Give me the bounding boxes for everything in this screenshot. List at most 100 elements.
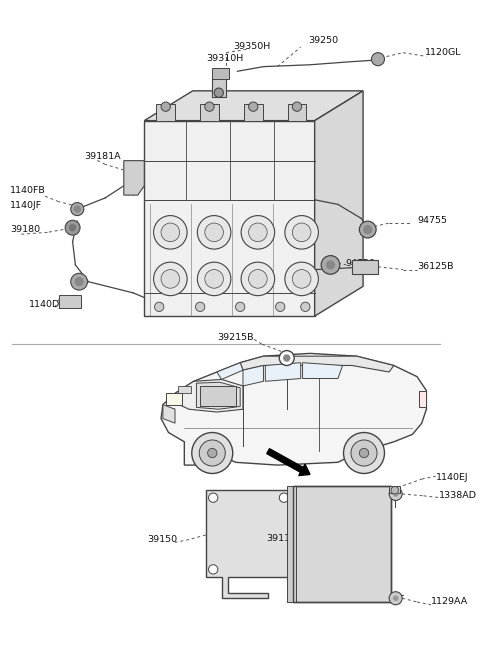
Polygon shape [315,91,363,316]
Text: 94755: 94755 [417,215,447,225]
Circle shape [214,88,223,97]
Circle shape [71,203,84,215]
Bar [212,77,226,97]
Circle shape [300,302,310,312]
Circle shape [199,440,225,466]
Circle shape [292,223,311,241]
Circle shape [249,102,258,111]
Circle shape [321,256,340,274]
Circle shape [360,448,369,457]
Polygon shape [124,160,144,195]
Circle shape [326,261,335,270]
Circle shape [241,262,275,296]
Text: 39310H: 39310H [206,54,243,63]
Bar [288,104,306,121]
Circle shape [292,102,301,111]
Circle shape [360,221,376,238]
Text: 1140EJ: 1140EJ [436,473,468,482]
Bar [293,485,391,602]
Circle shape [283,354,290,362]
Text: 39180: 39180 [10,225,40,234]
Circle shape [69,224,76,231]
FancyArrow shape [267,449,310,475]
Text: 1140JF: 1140JF [10,201,42,210]
Bar [389,485,400,493]
Text: 39350H: 39350H [234,42,271,50]
Circle shape [285,215,318,249]
Text: 39181A: 39181A [84,152,121,160]
Text: 1338AD: 1338AD [439,491,477,501]
Circle shape [74,277,84,286]
Text: 39250: 39250 [308,36,338,45]
Circle shape [249,223,267,241]
Circle shape [195,302,205,312]
Circle shape [236,302,245,312]
Circle shape [285,262,318,296]
Bar [200,386,236,406]
Polygon shape [243,365,264,386]
Circle shape [389,487,402,501]
Circle shape [393,491,398,497]
Circle shape [65,220,80,235]
Polygon shape [163,404,175,423]
Circle shape [197,262,231,296]
Circle shape [205,270,223,288]
Polygon shape [265,363,300,381]
Text: 1120GL: 1120GL [424,48,461,57]
Bar [293,485,391,602]
Bar [166,393,182,404]
Bar [244,104,263,121]
Bar [287,485,296,602]
Circle shape [208,493,218,503]
Circle shape [161,223,180,241]
Bar [212,68,229,79]
Circle shape [205,223,223,241]
Circle shape [161,270,180,288]
Polygon shape [196,383,240,409]
Circle shape [372,52,384,66]
Text: 1140FB: 1140FB [10,186,46,195]
Circle shape [161,102,170,111]
Text: 39150: 39150 [147,535,177,544]
Circle shape [205,102,214,111]
Circle shape [393,595,398,601]
Circle shape [197,215,231,249]
Text: 1129AA: 1129AA [431,597,468,607]
Circle shape [249,270,267,288]
Circle shape [391,487,398,494]
Polygon shape [206,490,291,598]
Text: 39215B: 39215B [217,333,253,342]
Circle shape [207,448,217,457]
Text: 94750: 94750 [346,259,375,268]
Polygon shape [302,363,343,379]
Circle shape [154,215,187,249]
Circle shape [363,225,372,234]
Bar [156,104,175,121]
Polygon shape [217,363,243,379]
Circle shape [73,206,81,213]
Circle shape [208,565,218,574]
Bar [419,391,426,407]
Text: 39110: 39110 [266,534,296,543]
Circle shape [279,493,288,503]
Text: 36125B: 36125B [417,263,454,271]
Circle shape [389,591,402,605]
Polygon shape [161,353,426,465]
Circle shape [71,273,87,290]
Circle shape [241,215,275,249]
Text: 1140DJ: 1140DJ [29,300,63,310]
Polygon shape [240,356,394,372]
Circle shape [154,262,187,296]
Polygon shape [144,121,315,316]
Bar [200,104,219,121]
Circle shape [344,432,384,473]
Circle shape [279,351,294,365]
Circle shape [292,270,311,288]
Polygon shape [175,379,243,412]
Circle shape [351,440,377,466]
Bar [352,261,378,274]
Bar [178,386,191,393]
Bar [59,295,81,308]
Circle shape [155,302,164,312]
Polygon shape [144,91,363,121]
